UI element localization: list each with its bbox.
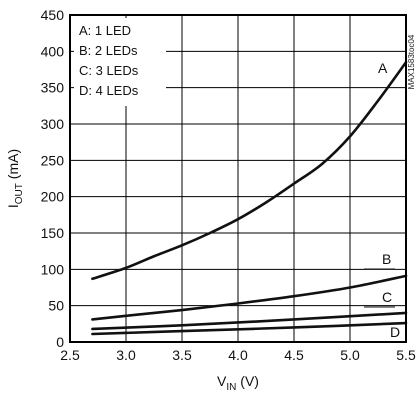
legend-entry: D: 4 LEDs xyxy=(79,83,139,98)
x-tick-label: 5.5 xyxy=(396,347,416,363)
legend-box xyxy=(74,18,166,106)
y-tick-label: 100 xyxy=(41,261,65,277)
series-line-c xyxy=(91,311,408,331)
legend-entry: B: 2 LEDs xyxy=(79,43,138,58)
y-tick-label: 300 xyxy=(41,116,65,132)
legend-entry: A: 1 LED xyxy=(79,23,131,38)
curves xyxy=(91,60,408,336)
curve-label-a: A xyxy=(378,60,388,76)
tick-labels: 2.5 3.0 3.5 4.0 4.5 5.0 5.5 0 50 100 150 200 250 300 3… xyxy=(41,7,416,363)
x-tick-label: 4.5 xyxy=(284,347,304,363)
y-tick-label: 350 xyxy=(41,80,65,96)
x-tick-label: 4.0 xyxy=(228,347,248,363)
curve-label-b: B xyxy=(382,251,391,267)
y-axis-title: IOUT (mA) xyxy=(5,149,25,208)
legend: A: 1 LED B: 2 LEDs C: 3 LEDs D: 4 LEDs xyxy=(74,18,166,106)
legend-entry: C: 3 LEDs xyxy=(79,63,139,78)
x-tick-label: 2.5 xyxy=(60,347,80,363)
series-line-b xyxy=(91,274,408,321)
y-tick-label: 50 xyxy=(48,298,64,314)
curve-label-d: D xyxy=(390,324,400,340)
figure-code-label: MAX1583toc04 xyxy=(407,34,416,89)
curve-labels: A B C D xyxy=(364,60,400,340)
plot-frame xyxy=(69,14,407,343)
y-tick-label: 400 xyxy=(41,43,65,59)
y-tick-label: 450 xyxy=(41,7,65,23)
x-tick-label: 3.0 xyxy=(116,347,136,363)
y-tick-label: 250 xyxy=(41,152,65,168)
x-tick-label: 5.0 xyxy=(340,347,360,363)
series-line-a xyxy=(91,60,408,281)
series-line-d xyxy=(91,321,408,336)
y-tick-label: 150 xyxy=(41,225,65,241)
curve-label-c: C xyxy=(382,289,392,305)
x-axis-title: VIN (V) xyxy=(217,373,259,393)
x-tick-label: 3.5 xyxy=(172,347,192,363)
y-tick-label: 0 xyxy=(56,334,64,350)
y-tick-label: 200 xyxy=(41,189,65,205)
